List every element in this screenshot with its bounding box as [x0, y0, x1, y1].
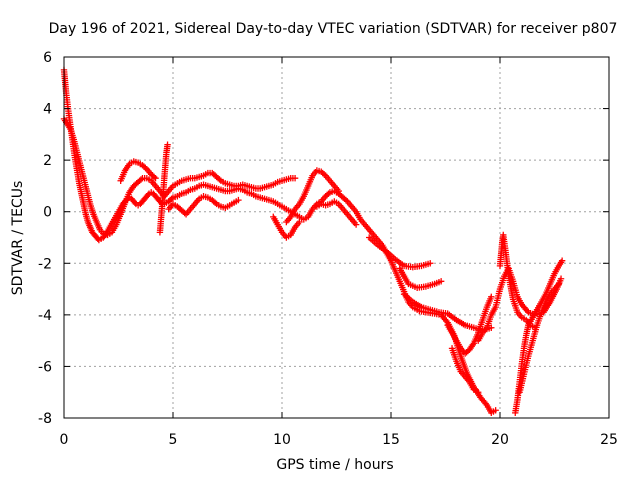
chart-title: Day 196 of 2021, Sidereal Day-to-day VTE…: [49, 21, 618, 37]
plot-points: [60, 66, 566, 417]
y-tick-label: -8: [38, 411, 52, 427]
data-point: [144, 191, 152, 199]
data-point: [437, 278, 445, 285]
data-point: [475, 389, 482, 396]
y-tick-label: 2: [43, 153, 52, 169]
x-tick-label: 25: [600, 432, 618, 448]
data-point: [142, 164, 149, 172]
y-tick-label: 4: [43, 102, 52, 118]
data-point: [216, 176, 223, 183]
y-tick-label: 6: [43, 50, 52, 66]
data-point: [352, 221, 360, 228]
data-point: [342, 196, 350, 204]
data-point: [325, 190, 332, 197]
x-tick-label: 0: [60, 432, 69, 448]
x-tick-label: 15: [382, 432, 400, 448]
data-point: [211, 199, 219, 206]
data-point: [296, 218, 303, 226]
data-point: [131, 199, 139, 206]
data-point: [492, 407, 499, 414]
x-tick-label: 5: [169, 432, 178, 448]
data-point: [152, 174, 159, 182]
data-point: [558, 257, 566, 264]
data-point: [555, 280, 563, 288]
x-axis-label: GPS time / hours: [276, 457, 393, 473]
y-tick-label: -2: [38, 256, 52, 272]
grid: [64, 57, 609, 418]
data-point: [291, 174, 299, 182]
y-tick-label: 0: [43, 205, 52, 221]
x-tick-label: 10: [273, 432, 291, 448]
data-point: [320, 171, 328, 178]
data-point: [235, 196, 242, 204]
tick-labels: 0 5 10 15 20 25 -8 -6 -4 -2 0 2 4 6: [38, 50, 618, 448]
data-point: [137, 176, 145, 183]
x-tick-label: 20: [491, 432, 509, 448]
y-tick-label: -6: [38, 359, 52, 375]
y-tick-label: -4: [38, 308, 52, 324]
data-point: [164, 141, 171, 148]
data-point: [427, 260, 434, 267]
plot-frame: [63, 56, 610, 419]
data-point: [557, 275, 565, 282]
data-point: [150, 173, 158, 181]
data-point: [488, 293, 495, 301]
data-point: [335, 187, 342, 195]
y-axis-label: SDTVAR / TECUs: [10, 181, 26, 296]
data-point: [168, 195, 175, 203]
axis-ticks: [63, 56, 610, 419]
